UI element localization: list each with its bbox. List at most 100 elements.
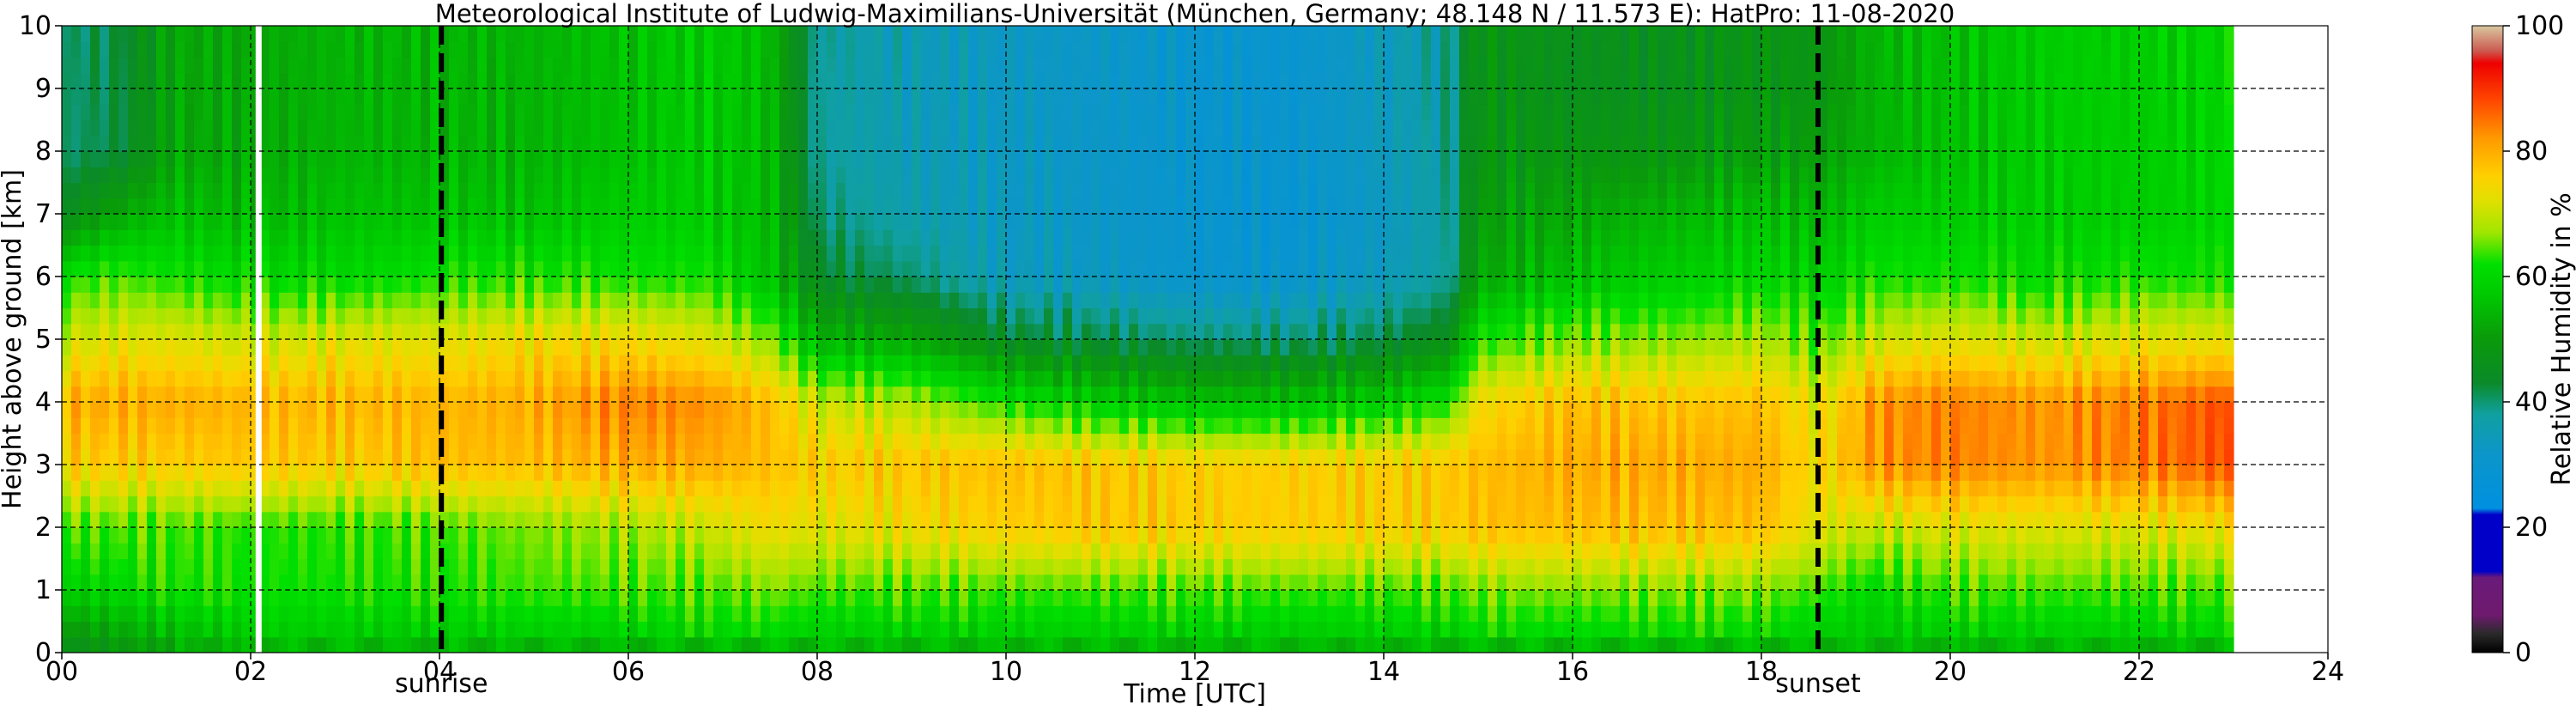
heatmap-cell [893, 636, 903, 653]
heatmap-cell [761, 402, 771, 418]
heatmap-cell [430, 198, 440, 215]
heatmap-cell [855, 119, 865, 137]
heatmap-cell [270, 370, 280, 387]
heatmap-cell [156, 621, 167, 638]
heatmap-cell [402, 323, 412, 340]
heatmap-cell [185, 276, 195, 293]
heatmap-cell [789, 370, 799, 387]
heatmap-cell [685, 433, 695, 450]
heatmap-cell [798, 558, 809, 575]
heatmap-cell [203, 135, 214, 152]
heatmap-cell [336, 621, 346, 638]
heatmap-cell [307, 307, 318, 325]
heatmap-cell [827, 292, 837, 309]
heatmap-cell [1195, 260, 1205, 277]
heatmap-cell [723, 26, 733, 42]
heatmap-cell [789, 135, 799, 152]
heatmap-cell [534, 465, 544, 481]
heatmap-cell [298, 417, 308, 434]
heatmap-cell [694, 214, 705, 230]
heatmap-cell [175, 88, 185, 105]
heatmap-cell [1091, 135, 1101, 152]
heatmap-cell [1195, 167, 1205, 184]
heatmap-column [789, 26, 799, 653]
heatmap-cell [402, 72, 412, 89]
heatmap-cell [326, 135, 336, 152]
heatmap-cell [1195, 636, 1205, 653]
heatmap-cell [241, 41, 252, 58]
heatmap-cell [930, 26, 941, 42]
heatmap-cell [685, 574, 695, 591]
heatmap-cell [628, 214, 639, 230]
heatmap-cell [288, 448, 299, 465]
heatmap-cell [1100, 386, 1111, 403]
heatmap-cell [779, 229, 790, 246]
heatmap-cell [345, 590, 355, 606]
heatmap-cell [241, 527, 252, 544]
heatmap-cell [1100, 433, 1111, 450]
heatmap-cell [968, 260, 979, 277]
heatmap-cell [62, 480, 72, 497]
heatmap-cell [241, 182, 252, 199]
heatmap-cell [713, 433, 724, 450]
heatmap-cell [732, 214, 742, 230]
heatmap-cell [336, 292, 346, 309]
heatmap-cell [355, 480, 365, 497]
heatmap-cell [1119, 88, 1130, 105]
heatmap-cell [562, 26, 573, 42]
heatmap-cell [808, 355, 818, 372]
heatmap-cell [1167, 433, 1177, 450]
heatmap-cell [166, 167, 176, 184]
heatmap-cell [364, 214, 374, 230]
heatmap-cell [534, 260, 544, 277]
heatmap-cell [1185, 402, 1196, 418]
heatmap-cell [930, 57, 941, 74]
heatmap-cell [477, 402, 488, 418]
heatmap-cell [997, 370, 1007, 387]
heatmap-cell [213, 402, 223, 418]
heatmap-cell [298, 465, 308, 481]
heatmap-cell [619, 292, 629, 309]
heatmap-cell [147, 57, 157, 74]
heatmap-cell [798, 276, 809, 293]
heatmap-column [600, 26, 610, 653]
heatmap-cell [808, 307, 818, 325]
heatmap-cell [761, 307, 771, 325]
heatmap-cell [71, 417, 82, 434]
heatmap-cell [609, 355, 620, 372]
heatmap-cell [855, 135, 865, 152]
heatmap-cell [1148, 448, 1158, 465]
heatmap-cell [118, 605, 129, 623]
heatmap-column [647, 26, 658, 653]
heatmap-cell [1082, 57, 1092, 74]
heatmap-cell [128, 151, 138, 167]
heatmap-cell [732, 417, 742, 434]
heatmap-cell [355, 245, 365, 262]
heatmap-cell [439, 214, 450, 230]
heatmap-cell [534, 214, 544, 230]
heatmap-cell [562, 370, 573, 387]
heatmap-cell [619, 307, 629, 325]
heatmap-cell [1138, 57, 1149, 74]
heatmap-cell [439, 465, 450, 481]
heatmap-cell [1195, 198, 1205, 215]
heatmap-cell [1053, 480, 1064, 497]
heatmap-cell [817, 135, 827, 152]
heatmap-cell [723, 198, 733, 215]
heatmap-cell [477, 72, 488, 89]
heatmap-cell [430, 480, 440, 497]
heatmap-cell [864, 182, 875, 199]
heatmap-cell [1082, 574, 1092, 591]
heatmap-cell [619, 480, 629, 497]
heatmap-cell [421, 543, 431, 560]
heatmap-cell [1091, 307, 1101, 325]
heatmap-cell [694, 292, 705, 309]
heatmap-cell [1176, 41, 1186, 58]
heatmap-cell [307, 605, 318, 623]
heatmap-cell [1025, 574, 1035, 591]
heatmap-cell [71, 370, 82, 387]
heatmap-cell [392, 574, 403, 591]
heatmap-cell [458, 245, 469, 262]
heatmap-cell [864, 135, 875, 152]
heatmap-cell [685, 621, 695, 638]
